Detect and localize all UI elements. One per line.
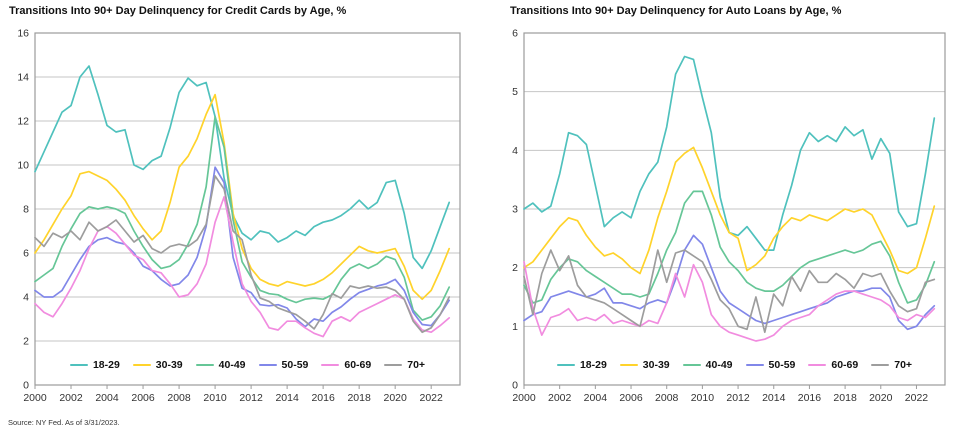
series-line-60-69: [523, 260, 936, 342]
x-axis-tick-label: 2010: [203, 392, 227, 404]
legend-label: 60-69: [344, 359, 372, 371]
x-axis-tick-label: 2012: [726, 392, 750, 404]
legend-label: 40-49: [705, 359, 733, 371]
x-axis-tick-label: 2018: [347, 392, 371, 404]
legend-line-swatch: [745, 363, 764, 367]
legend-line-swatch: [195, 363, 214, 367]
x-axis-tick-label: 2022: [420, 392, 444, 404]
legend-line-swatch: [258, 363, 277, 367]
x-axis-tick-label: 2010: [691, 392, 715, 404]
legend-label: 70+: [894, 359, 913, 371]
legend-item-18-29: 18-29: [69, 359, 120, 371]
legend-label: 60-69: [831, 359, 859, 371]
y-axis-tick-label: 1: [512, 321, 518, 333]
auto-loans-chart-legend: 18-29 30-39 40-49 50-59 60-69 70+: [524, 358, 945, 372]
y-axis-tick-label: 4: [512, 145, 518, 157]
y-axis-tick-label: 5: [512, 86, 518, 98]
y-axis-tick-label: 0: [23, 380, 29, 392]
y-axis-tick-label: 0: [512, 380, 518, 392]
legend-line-swatch: [871, 363, 890, 367]
series-line-18-29: [523, 55, 936, 251]
legend-label: 18-29: [579, 359, 607, 371]
legend-label: 50-59: [281, 359, 309, 371]
legend-line-swatch: [69, 363, 88, 367]
x-axis-tick-label: 2004: [95, 392, 119, 404]
legend-item-40-49: 40-49: [195, 359, 246, 371]
auto-loans-chart-panel: Transitions Into 90+ Day Delinquency for…: [486, 0, 972, 435]
auto-loans-chart-title: Transitions Into 90+ Day Delinquency for…: [510, 5, 842, 17]
y-axis-tick-label: 2: [23, 336, 29, 348]
legend-item-50-59: 50-59: [258, 359, 309, 371]
legend-item-60-69: 60-69: [321, 359, 371, 371]
series-line-70+: [523, 249, 936, 334]
series-line-30-39: [34, 93, 451, 301]
legend-item-50-59: 50-59: [745, 359, 796, 371]
legend-item-70+: 70+: [871, 359, 912, 371]
y-axis-tick-label: 2: [512, 262, 518, 274]
legend-item-18-29: 18-29: [556, 359, 607, 371]
x-axis-tick-label: 2016: [311, 392, 335, 404]
x-axis-tick-label: 2014: [275, 392, 299, 404]
legend-label: 70+: [407, 359, 426, 371]
series-line-50-59: [523, 234, 936, 331]
series-line-70+: [34, 175, 451, 334]
legend-label: 50-59: [768, 359, 796, 371]
x-axis-tick-label: 2006: [131, 392, 155, 404]
x-axis-tick-label: 2004: [584, 392, 608, 404]
x-axis-tick-label: 2020: [869, 392, 893, 404]
y-axis-tick-label: 4: [23, 292, 29, 304]
series-line-40-49: [34, 115, 451, 321]
chart-svg: 0 2 4 6 8 10 12 14 16 2000 2002 2004 2006 2008 2010 201…: [17, 28, 461, 404]
legend-item-30-39: 30-39: [132, 359, 183, 371]
legend-line-swatch: [384, 363, 403, 367]
legend-label: 30-39: [642, 359, 670, 371]
y-axis-tick-label: 12: [17, 116, 29, 128]
credit-cards-chart-legend: 18-29 30-39 40-49 50-59 60-69 70+: [35, 358, 460, 372]
x-axis-tick-label: 2008: [655, 392, 679, 404]
x-axis-tick-label: 2018: [833, 392, 857, 404]
x-axis-tick-label: 2020: [383, 392, 407, 404]
legend-item-60-69: 60-69: [808, 359, 858, 371]
legend-label: 18-29: [92, 359, 120, 371]
legend-line-swatch: [321, 363, 340, 367]
y-axis-tick-label: 6: [23, 248, 29, 260]
x-axis-tick-label: 2008: [167, 392, 191, 404]
y-axis-tick-label: 10: [17, 160, 29, 172]
legend-item-30-39: 30-39: [619, 359, 670, 371]
series-line-60-69: [34, 196, 451, 338]
y-axis-tick-label: 14: [17, 72, 29, 84]
credit-cards-chart-title: Transitions Into 90+ Day Delinquency for…: [9, 5, 347, 17]
x-axis-tick-label: 2002: [59, 392, 83, 404]
series-line-50-59: [34, 166, 451, 328]
x-axis-tick-label: 2000: [512, 392, 536, 404]
x-axis-tick-label: 2014: [762, 392, 786, 404]
legend-label: 40-49: [218, 359, 246, 371]
x-axis-tick-label: 2006: [619, 392, 643, 404]
series-line-30-39: [523, 146, 936, 275]
legend-item-70+: 70+: [384, 359, 425, 371]
legend-item-40-49: 40-49: [682, 359, 733, 371]
x-axis-tick-label: 2000: [23, 392, 47, 404]
legend-line-swatch: [619, 363, 638, 367]
legend-label: 30-39: [155, 359, 183, 371]
credit-cards-chart-panel: Transitions Into 90+ Day Delinquency for…: [9, 5, 461, 404]
source-note: Source: NY Fed. As of 3/31/2023.: [8, 418, 120, 427]
chart-svg: 0 1 2 3 4 5 6 2000 2002 2004 2006 2008 2010 2012 2014 2…: [512, 28, 946, 404]
y-axis-tick-label: 16: [17, 28, 29, 40]
x-axis-tick-label: 2022: [905, 392, 929, 404]
series-line-18-29: [34, 65, 451, 270]
legend-line-swatch: [682, 363, 701, 367]
y-axis-tick-label: 3: [512, 204, 518, 216]
x-axis-tick-label: 2012: [239, 392, 263, 404]
x-axis-tick-label: 2016: [798, 392, 822, 404]
y-axis-tick-label: 8: [23, 204, 29, 216]
y-axis-tick-label: 6: [512, 28, 518, 40]
plot-border: [34, 32, 461, 386]
legend-line-swatch: [556, 363, 575, 367]
series-line-40-49: [523, 190, 936, 304]
x-axis-tick-label: 2002: [548, 392, 572, 404]
legend-line-swatch: [808, 363, 827, 367]
legend-line-swatch: [132, 363, 151, 367]
